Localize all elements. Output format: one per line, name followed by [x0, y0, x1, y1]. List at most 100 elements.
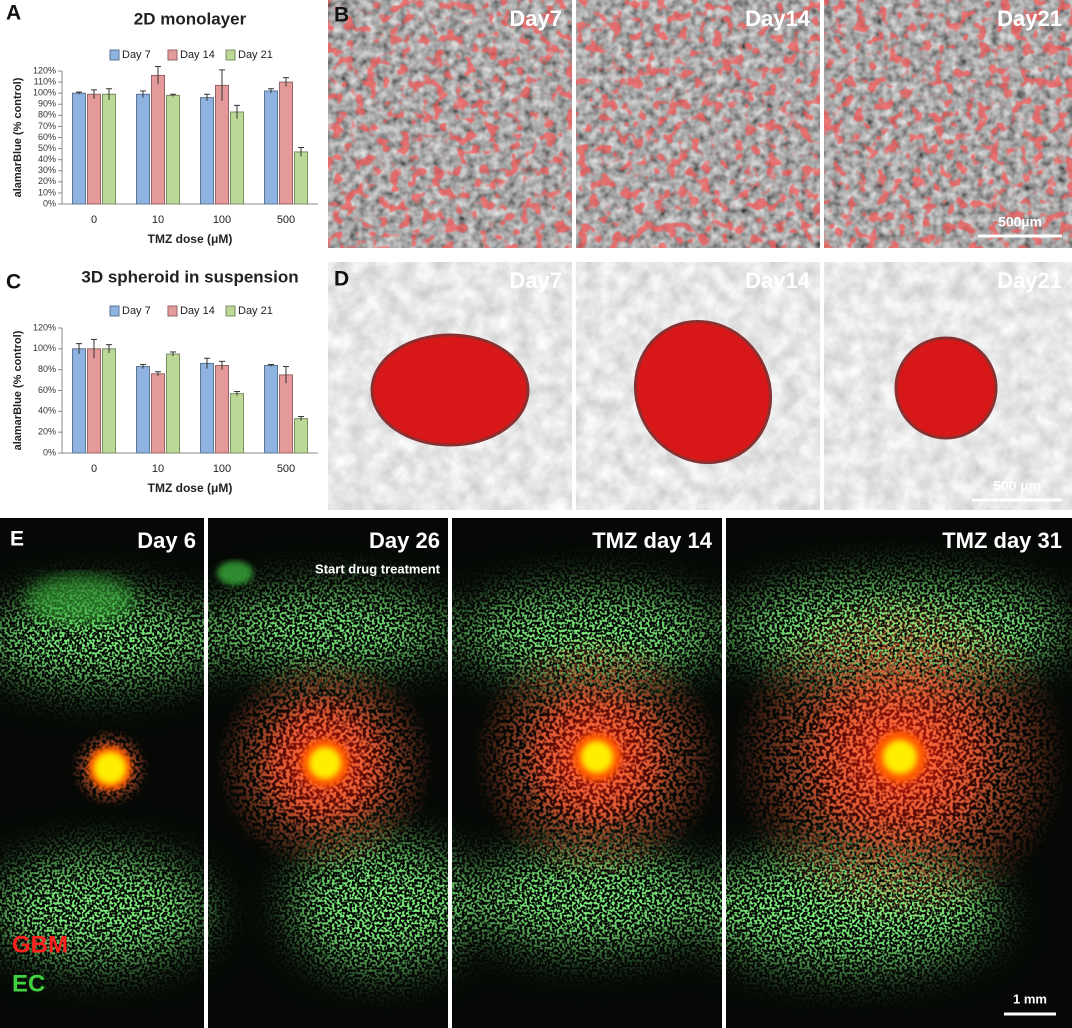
bar: [230, 393, 244, 454]
legend-label: Day 14: [180, 49, 215, 61]
y-tick-label: 60%: [38, 132, 56, 142]
spheroid: [370, 333, 530, 447]
legend-swatch: [109, 305, 120, 317]
error-bar: [170, 93, 176, 97]
panel-b-images: [328, 0, 1072, 248]
error-bar: [283, 77, 289, 87]
image-label: Day21: [997, 268, 1062, 293]
y-tick-label: 100%: [33, 343, 56, 353]
red-cells: [328, 0, 1072, 248]
x-tick-label: 10: [152, 463, 164, 475]
bar: [166, 94, 180, 205]
bar: [279, 374, 293, 454]
y-tick-label: 40%: [38, 406, 56, 416]
bar: [215, 365, 229, 454]
y-tick-label: 90%: [38, 99, 56, 109]
divider: [820, 0, 824, 248]
panel-label: B: [334, 4, 349, 27]
panel-e-images: [0, 518, 1072, 1028]
y-tick-label: 0%: [43, 447, 56, 457]
y-tick-label: 120%: [33, 322, 56, 332]
spheroid: [633, 319, 773, 465]
bar: [87, 348, 101, 454]
bar: [294, 418, 308, 454]
y-axis-label: alamarBlue (% control): [12, 330, 24, 450]
core: [95, 753, 125, 783]
legend-swatch: [225, 49, 236, 61]
divider: [722, 518, 726, 1028]
error-bar: [76, 343, 82, 355]
legend-swatch: [167, 49, 178, 61]
error-bar: [204, 93, 210, 101]
x-tick-label: 100: [213, 214, 231, 226]
core: [310, 748, 340, 778]
bar: [136, 93, 150, 205]
core: [582, 742, 612, 772]
scale-bar-label: 500µm: [998, 214, 1042, 230]
y-tick-label: 40%: [38, 154, 56, 164]
x-tick-label: 500: [277, 463, 295, 475]
legend-ec: EC: [12, 970, 45, 997]
gbm-cores: [88, 731, 926, 790]
legend-swatch: [225, 305, 236, 317]
legend-label: Day 21: [238, 305, 273, 317]
bar: [264, 365, 278, 454]
bar: [151, 373, 165, 454]
bar: [200, 97, 214, 205]
bar: [72, 348, 86, 454]
bar: [102, 348, 116, 454]
x-axis-label: TMZ dose (μM): [148, 232, 233, 246]
chart-title: 2D monolayer: [134, 9, 247, 28]
bar: [215, 84, 229, 205]
y-tick-label: 20%: [38, 176, 56, 186]
bar: [200, 362, 214, 454]
panel-label: E: [10, 528, 24, 551]
y-tick-label: 60%: [38, 385, 56, 395]
image-label: Day14: [745, 6, 811, 31]
divider: [820, 262, 824, 510]
legend-gbm: GBM: [12, 931, 68, 958]
error-bar: [268, 363, 274, 367]
bar: [151, 74, 165, 205]
error-bar: [140, 363, 146, 369]
divider: [572, 262, 576, 510]
error-bar: [298, 146, 304, 157]
divider: [572, 0, 576, 248]
x-tick-label: 10: [152, 214, 164, 226]
panel-label: A: [6, 2, 21, 25]
y-tick-label: 80%: [38, 110, 56, 120]
error-bar: [140, 90, 146, 98]
core: [884, 741, 916, 773]
panel-d-images: [328, 262, 1072, 510]
error-bar: [106, 88, 112, 100]
legend-label: Day 21: [238, 49, 273, 61]
image-label: Day14: [745, 268, 811, 293]
y-tick-label: 100%: [33, 88, 56, 98]
x-tick-label: 100: [213, 463, 231, 475]
image-label: Day 6: [137, 528, 196, 553]
bar: [166, 353, 180, 454]
divider: [204, 518, 208, 1028]
image-label: Day 26: [369, 528, 440, 553]
image-label: TMZ day 14: [592, 528, 713, 553]
y-tick-label: 110%: [34, 76, 56, 86]
error-bar: [106, 344, 112, 353]
bar: [279, 81, 293, 205]
image-label: Day7: [509, 6, 562, 31]
y-tick-label: 0%: [43, 198, 56, 208]
image-label: TMZ day 31: [942, 528, 1062, 553]
image-note: Start drug treatment: [315, 561, 441, 576]
error-bar: [91, 89, 97, 99]
image-label: Day7: [509, 268, 562, 293]
scale-bar-label: 500 µm: [993, 478, 1041, 494]
x-axis-label: TMZ dose (μM): [148, 481, 233, 495]
error-bar: [283, 366, 289, 384]
bar: [136, 366, 150, 454]
legend-swatch: [167, 305, 178, 317]
image-label: Day21: [997, 6, 1062, 31]
x-tick-label: 0: [91, 214, 97, 226]
bar: [294, 151, 308, 205]
y-tick-label: 50%: [38, 143, 56, 153]
legend-label: Day 7: [122, 305, 151, 317]
